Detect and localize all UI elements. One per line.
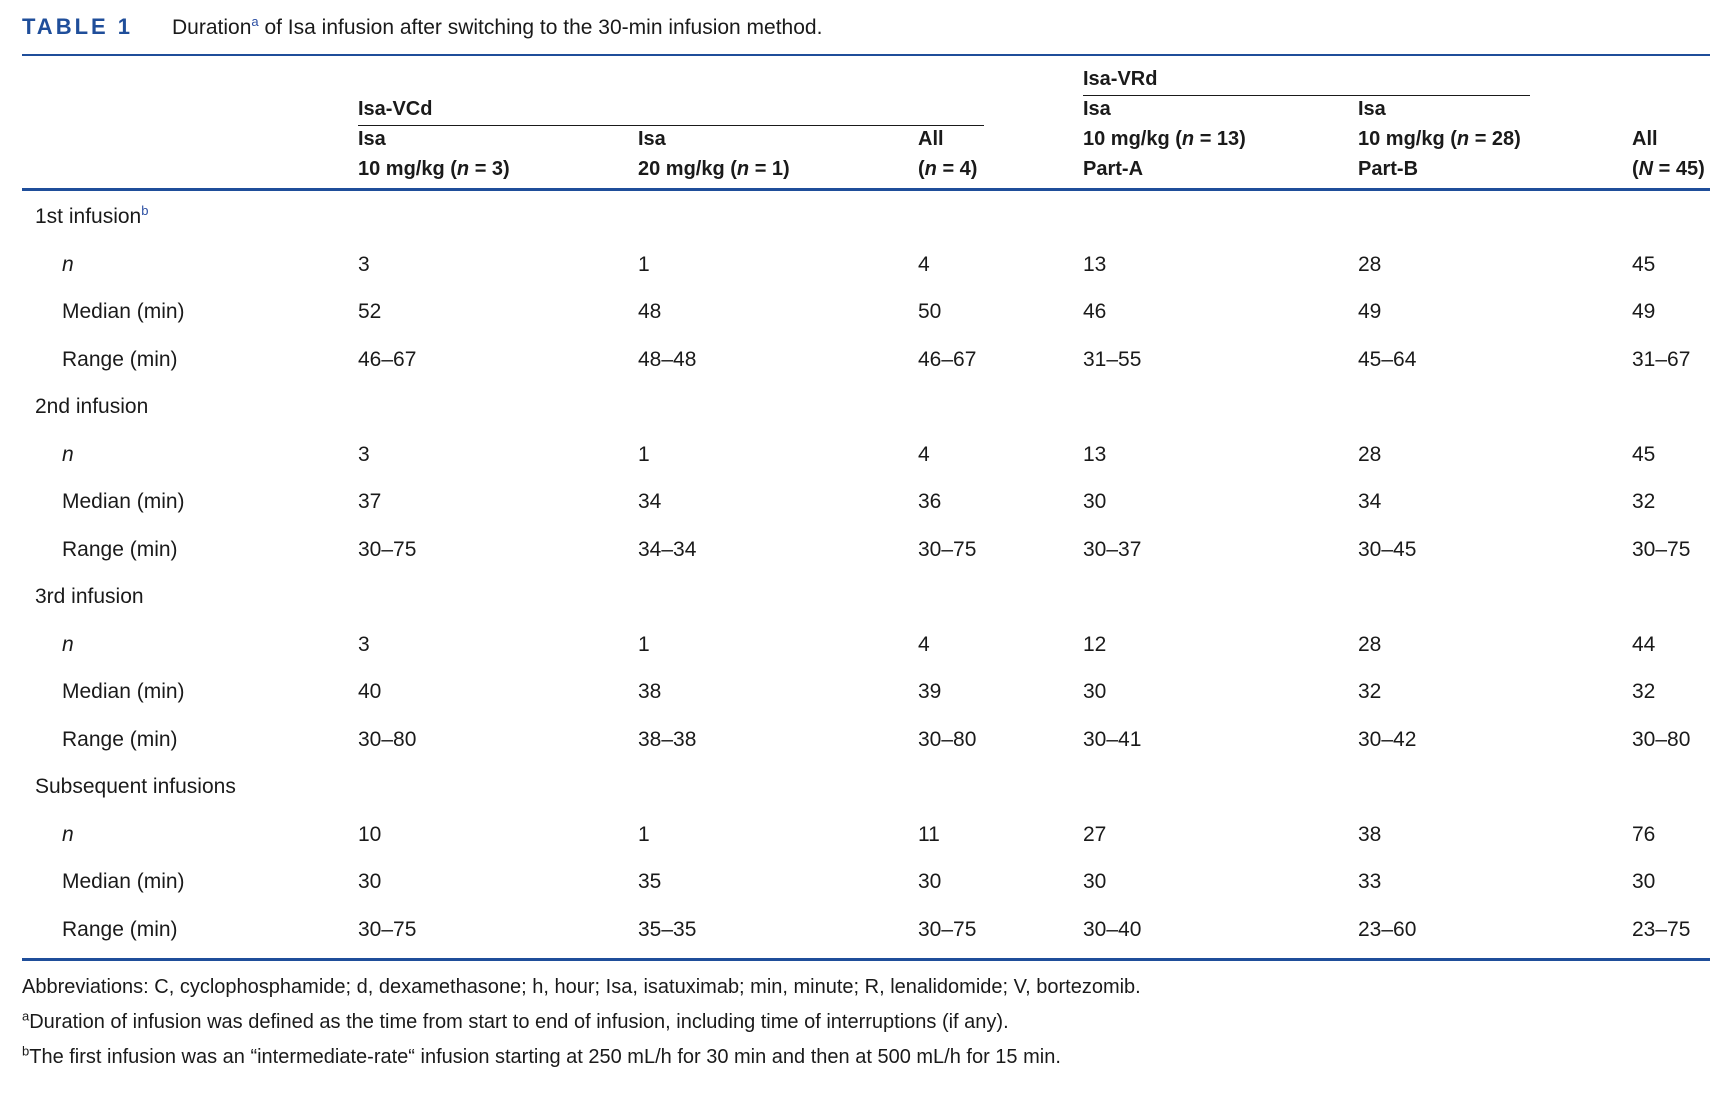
group-header-isa-vcd: Isa-VCd — [358, 98, 433, 120]
table-row: n 3 1 4 13 28 45 — [62, 443, 1656, 466]
table-row: Range (min) 30–80 38–38 30–80 30–41 30–4… — [62, 728, 1691, 751]
footnote-b: bThe first infusion was an “intermediate… — [22, 1043, 1061, 1068]
top-rule — [22, 54, 1710, 56]
table-row: n 3 1 4 12 28 44 — [62, 633, 1656, 656]
table-row: Range (min) 46–67 48–48 46–67 31–55 45–6… — [62, 348, 1691, 371]
footnote-a: aDuration of infusion was defined as the… — [22, 1008, 1009, 1033]
section-title: 3rd infusion — [35, 585, 144, 608]
group-underline-isa-vcd — [358, 125, 984, 126]
table-row: Range (min) 30–75 35–35 30–75 30–40 23–6… — [62, 918, 1691, 941]
table-row: Median (min) 52 48 50 46 49 49 — [62, 300, 1656, 323]
section-title: 2nd infusion — [35, 395, 149, 418]
table-row: Median (min) 37 34 36 30 34 32 — [62, 490, 1656, 513]
col-header-vcd-isa10: Isa 10 mg/kg (n = 3) — [358, 128, 510, 180]
section-title: Subsequent infusions — [35, 775, 236, 798]
table-title: TABLE 1 Durationa of Isa infusion after … — [22, 14, 822, 46]
footnote-marker-b: b — [141, 203, 149, 218]
col-header-vcd-all: All (n = 4) — [918, 128, 978, 180]
col-header-vrd-part-a: Isa 10 mg/kg (n = 13) Part-A — [1083, 98, 1246, 180]
section-title: 1st infusionb — [35, 203, 149, 228]
section-row-3rd-infusion: 3rd infusion — [0, 582, 1736, 612]
group-underline-isa-vrd — [1083, 95, 1530, 96]
table-row: n 3 1 4 13 28 45 — [62, 253, 1656, 276]
footnote-marker-a: a — [251, 14, 259, 29]
table-row: Median (min) 40 38 39 30 32 32 — [62, 680, 1656, 703]
col-header-vrd-part-b: Isa 10 mg/kg (n = 28) Part-B — [1358, 98, 1521, 180]
header-rule — [22, 188, 1710, 191]
table-row: Median (min) 30 35 30 30 33 30 — [62, 870, 1656, 893]
bottom-rule — [22, 958, 1710, 961]
col-header-vcd-isa20: Isa 20 mg/kg (n = 1) — [638, 128, 790, 180]
footnote-abbreviations: Abbreviations: C, cyclophosphamide; d, d… — [22, 976, 1141, 998]
table-row: Range (min) 30–75 34–34 30–75 30–37 30–4… — [62, 538, 1691, 561]
section-row-1st-infusion: 1st infusionb — [0, 202, 1736, 232]
table-label: TABLE 1 — [22, 14, 134, 39]
col-header-all: All (N = 45) — [1632, 128, 1705, 180]
table-row: n 10 1 11 27 38 76 — [62, 823, 1656, 846]
section-row-2nd-infusion: 2nd infusion — [0, 392, 1736, 422]
footnotes: Abbreviations: C, cyclophosphamide; d, d… — [22, 970, 1712, 1075]
table-caption: Durationa of Isa infusion after switchin… — [172, 14, 823, 39]
group-header-isa-vrd: Isa-VRd — [1083, 68, 1158, 90]
section-row-subsequent-infusions: Subsequent infusions — [0, 772, 1736, 802]
